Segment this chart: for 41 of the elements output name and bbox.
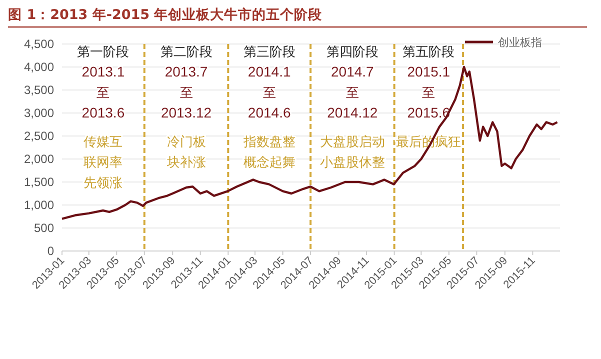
annotation: 2013.7 <box>164 64 208 80</box>
annotation: 第二阶段 <box>160 45 212 60</box>
annotation: 2013.12 <box>160 104 212 120</box>
annotation: 第三阶段 <box>243 45 296 60</box>
legend-label: 创业板指 <box>498 36 542 49</box>
annotation: 指数盘整 <box>242 135 296 150</box>
y-tick-label: 0 <box>47 244 54 258</box>
annotation: 至 <box>422 86 436 101</box>
annotation: 第一阶段 <box>77 45 130 60</box>
annotation: 2014.6 <box>248 104 291 120</box>
annotation: 2014.1 <box>248 64 291 80</box>
annotation: 块补涨 <box>166 156 206 170</box>
y-tick-label: 4,500 <box>24 37 54 51</box>
annotation: 小盘股休整 <box>320 156 385 170</box>
annotation: 联网率 <box>84 154 123 170</box>
annotation: 2015.1 <box>407 64 450 80</box>
annotation: 传媒互 <box>84 135 123 150</box>
annotation: 2014.7 <box>331 64 374 80</box>
annotation: 至 <box>346 86 359 101</box>
annotation: 第五阶段 <box>402 45 455 60</box>
y-tick-label: 3,500 <box>24 83 54 97</box>
annotation: 至 <box>262 86 276 101</box>
annotation: 2013.1 <box>82 64 125 80</box>
annotation: 至 <box>96 86 110 101</box>
chart-title: 图 1：2013 年-2015 年创业板大牛市的五个阶段 <box>8 6 324 23</box>
y-tick-label: 2,000 <box>24 152 54 166</box>
annotation: 冷门板 <box>166 134 206 150</box>
y-tick-label: 500 <box>34 221 54 235</box>
line-series <box>60 66 558 220</box>
annotation: 第四阶段 <box>326 45 378 60</box>
annotation: 大盘股启动 <box>320 134 385 150</box>
annotation: 至 <box>180 86 193 101</box>
annotation: 概念起舞 <box>243 156 296 170</box>
y-tick-label: 4,000 <box>24 60 54 74</box>
annotation: 2014.12 <box>327 104 378 120</box>
y-tick-label: 1,500 <box>24 175 54 189</box>
annotation: 2013.6 <box>82 104 125 120</box>
y-tick-label: 1,000 <box>24 198 54 212</box>
annotation: 先领涨 <box>84 176 123 191</box>
y-tick-label: 3,000 <box>24 106 54 120</box>
y-tick-label: 2,500 <box>24 129 54 143</box>
